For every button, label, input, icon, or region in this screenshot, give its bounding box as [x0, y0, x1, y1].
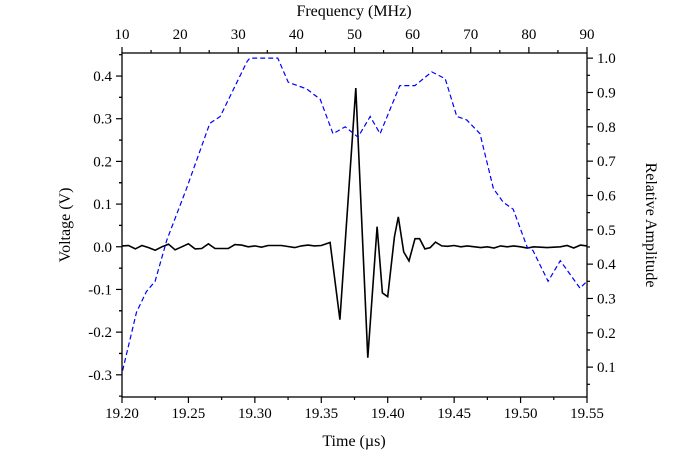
- y2-tick-label: 0.7: [597, 154, 616, 170]
- series-line-1: [121, 87, 588, 358]
- x-tick-label: 19.55: [570, 406, 604, 422]
- x2-tick-label: 70: [463, 27, 478, 43]
- axis-ticks: 19.20 19.25 19.30 19.35 19.40 19.45 19.50 19.55…: [88, 27, 616, 422]
- y2-tick-label: 0.8: [597, 120, 616, 136]
- y2-tick-label: 0.5: [597, 223, 616, 239]
- y-tick-label: -0.2: [88, 325, 112, 341]
- x2-tick-label: 90: [580, 27, 595, 43]
- x2-tick-label: 80: [521, 27, 536, 43]
- x-tick-label: 19.20: [105, 406, 139, 422]
- y2-axis-label: Relative Amplitude: [642, 163, 659, 288]
- y2-tick-label: 0.2: [597, 326, 616, 342]
- x2-axis-label: Frequency (MHz): [296, 3, 411, 20]
- series-line-2: [122, 57, 588, 371]
- x2-tick-label: 40: [289, 27, 304, 43]
- x-tick-label: 19.40: [371, 406, 405, 422]
- y2-tick-label: 0.4: [597, 257, 616, 273]
- y2-tick-label: 0.9: [597, 85, 616, 101]
- y-tick-label: 0.4: [93, 69, 112, 85]
- y2-tick-label: 0.1: [597, 360, 616, 376]
- x2-tick-label: 20: [173, 27, 188, 43]
- x2-tick-label: 10: [115, 27, 130, 43]
- y-tick-label: -0.3: [88, 368, 112, 384]
- y2-tick-label: 0.3: [597, 291, 616, 307]
- x-axis-label: Time (µs): [322, 433, 385, 450]
- x-tick-label: 19.45: [437, 406, 471, 422]
- x-tick-label: 19.25: [172, 406, 206, 422]
- x-tick-label: 19.35: [304, 406, 338, 422]
- x-tick-label: 19.30: [238, 406, 272, 422]
- y-axis-label: Voltage (V): [57, 188, 74, 263]
- y2-tick-label: 1.0: [597, 51, 616, 67]
- y-tick-label: -0.1: [88, 282, 112, 298]
- y2-tick-label: 0.6: [597, 188, 616, 204]
- x-tick-label: 19.50: [504, 406, 538, 422]
- x2-tick-label: 60: [405, 27, 420, 43]
- x2-tick-label: 30: [231, 27, 246, 43]
- y-tick-label: 0.3: [93, 112, 112, 128]
- plot-marks: [121, 57, 588, 371]
- x2-tick-label: 50: [347, 27, 362, 43]
- y-tick-label: 0.0: [93, 240, 112, 256]
- y-tick-label: 0.1: [93, 197, 112, 213]
- y-tick-label: 0.2: [93, 154, 112, 170]
